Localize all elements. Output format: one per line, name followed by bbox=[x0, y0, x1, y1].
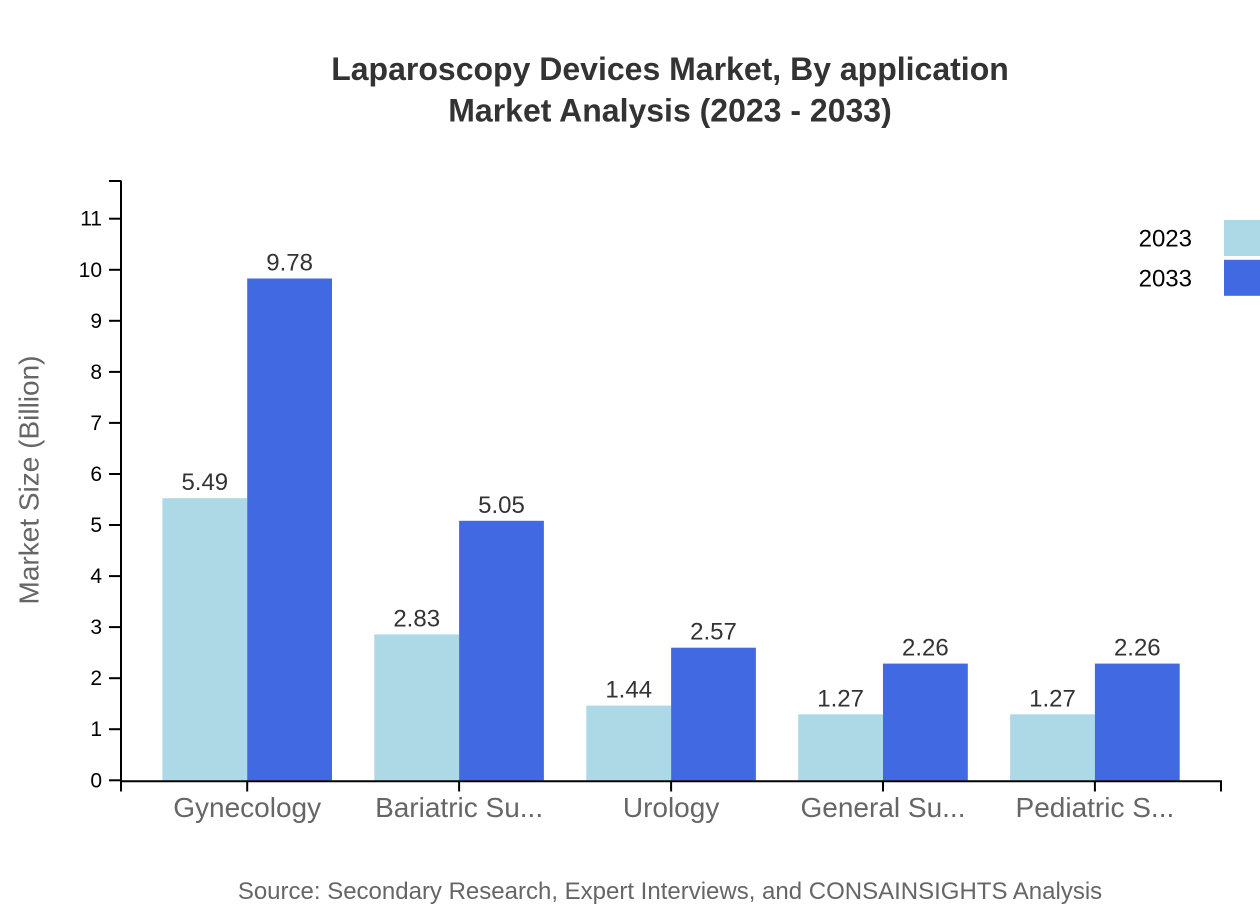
svg-text:1.44: 1.44 bbox=[605, 677, 652, 704]
svg-text:5: 5 bbox=[90, 514, 102, 537]
svg-text:Source: Secondary Research, Ex: Source: Secondary Research, Expert Inter… bbox=[238, 878, 1102, 905]
svg-text:0: 0 bbox=[90, 769, 102, 792]
svg-text:2: 2 bbox=[90, 667, 102, 690]
svg-text:2.83: 2.83 bbox=[393, 605, 440, 632]
svg-text:9: 9 bbox=[90, 310, 102, 333]
svg-text:1: 1 bbox=[90, 718, 102, 741]
svg-text:5.05: 5.05 bbox=[478, 492, 525, 519]
svg-text:3: 3 bbox=[90, 616, 102, 639]
svg-text:8: 8 bbox=[90, 361, 102, 384]
svg-text:General Su...: General Su... bbox=[801, 792, 966, 823]
svg-text:6: 6 bbox=[90, 463, 102, 486]
svg-text:11: 11 bbox=[80, 208, 102, 231]
svg-text:Pediatric S...: Pediatric S... bbox=[1016, 792, 1175, 823]
svg-text:2023: 2023 bbox=[1139, 226, 1192, 253]
svg-text:7: 7 bbox=[90, 412, 102, 435]
svg-text:2.57: 2.57 bbox=[690, 619, 737, 646]
svg-text:1.27: 1.27 bbox=[817, 685, 864, 712]
svg-text:9.78: 9.78 bbox=[266, 250, 313, 277]
svg-text:2.26: 2.26 bbox=[902, 635, 949, 662]
svg-text:4: 4 bbox=[90, 565, 102, 588]
svg-text:5.49: 5.49 bbox=[181, 469, 228, 496]
svg-text:Market Size (Billion): Market Size (Billion) bbox=[14, 356, 45, 605]
svg-text:Laparoscopy Devices Market, By: Laparoscopy Devices Market, By applicati… bbox=[331, 51, 1009, 87]
svg-text:1.27: 1.27 bbox=[1029, 685, 1076, 712]
svg-text:2033: 2033 bbox=[1139, 265, 1192, 292]
svg-text:Market Analysis (2023 - 2033): Market Analysis (2023 - 2033) bbox=[448, 93, 892, 129]
svg-text:Bariatric Su...: Bariatric Su... bbox=[375, 792, 543, 823]
svg-text:2.26: 2.26 bbox=[1114, 635, 1161, 662]
svg-text:10: 10 bbox=[79, 259, 102, 282]
svg-text:Gynecology: Gynecology bbox=[173, 792, 321, 823]
svg-text:Urology: Urology bbox=[623, 792, 719, 823]
